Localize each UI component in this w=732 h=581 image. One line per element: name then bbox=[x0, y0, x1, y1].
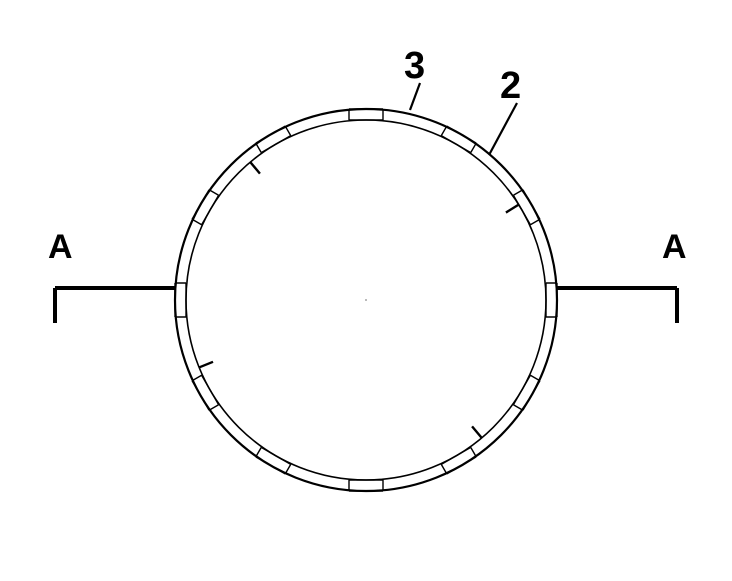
tab bbox=[349, 480, 383, 491]
callout-3-label: 3 bbox=[404, 45, 425, 87]
section-marker-left: A bbox=[48, 228, 175, 323]
inner-tick bbox=[199, 362, 213, 368]
tab bbox=[192, 190, 219, 225]
tab bbox=[349, 109, 383, 120]
tab bbox=[513, 190, 540, 225]
tab bbox=[175, 283, 186, 317]
section-marker-right: A bbox=[557, 228, 687, 323]
tab bbox=[441, 447, 476, 474]
tab bbox=[192, 375, 219, 410]
inner-tick bbox=[250, 162, 260, 173]
tab bbox=[256, 126, 291, 153]
tab bbox=[513, 375, 540, 410]
callout-3: 3 bbox=[404, 45, 425, 110]
inner-tick bbox=[506, 205, 519, 213]
section-label-left: A bbox=[48, 228, 73, 266]
tab bbox=[256, 447, 291, 474]
callout-2-label: 2 bbox=[500, 65, 521, 107]
technical-diagram: A A 3 2 bbox=[0, 0, 732, 581]
section-label-right: A bbox=[662, 228, 687, 266]
center-dot bbox=[365, 299, 367, 301]
tab bbox=[441, 126, 476, 153]
inner-tick bbox=[472, 426, 482, 437]
callout-2: 2 bbox=[489, 65, 521, 155]
inner-ticks bbox=[199, 162, 519, 438]
tab bbox=[546, 283, 557, 317]
